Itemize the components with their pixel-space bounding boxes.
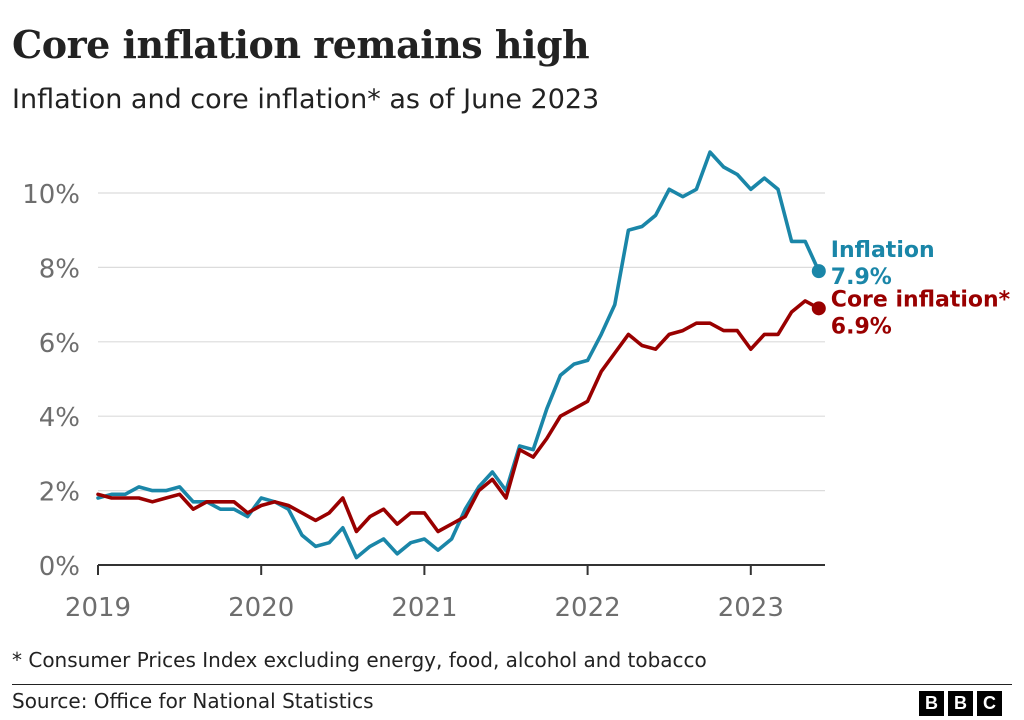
x-axis: 2019 2020 2021 2022 2023 — [65, 564, 825, 623]
y-tick-label: 2% — [39, 478, 80, 508]
footnote: * Consumer Prices Index excluding energy… — [12, 648, 707, 672]
series-lines — [96, 150, 826, 560]
x-tick-label: 2021 — [391, 593, 457, 623]
logo-letter-b1: B — [919, 691, 944, 716]
x-tick-label: 2019 — [65, 593, 131, 623]
series-name-label: Core inflation* — [831, 287, 1011, 312]
series-value-label: 7.9% — [831, 265, 892, 290]
y-tick-label: 6% — [39, 329, 80, 359]
y-axis-tick-labels: 0% 2% 4% 6% 8% 10% — [22, 180, 80, 582]
bbc-logo: B B C — [919, 691, 1002, 716]
source-note: Source: Office for National Statistics — [12, 689, 374, 713]
logo-letter-b2: B — [948, 691, 973, 716]
series-value-label: 6.9% — [831, 314, 892, 339]
chart-subtitle: Inflation and core inflation* as of June… — [12, 84, 600, 115]
y-tick-label: 0% — [39, 552, 80, 582]
series-line-inflation — [96, 150, 821, 560]
series-name-label: Inflation — [831, 238, 935, 263]
y-tick-label: 10% — [22, 180, 80, 210]
series-line-core-inflation — [96, 299, 821, 534]
line-chart: 0% 2% 4% 6% 8% 10% 2019 2020 2021 2022 2023 Infla… — [22, 150, 1011, 623]
x-tick-label: 2023 — [718, 593, 784, 623]
y-tick-label: 4% — [39, 403, 80, 433]
x-tick-label: 2020 — [228, 593, 294, 623]
gridlines — [98, 192, 825, 492]
logo-letter-c: C — [977, 691, 1002, 716]
series-end-dot — [811, 264, 826, 279]
footer-divider — [12, 684, 1012, 685]
series-end-dot — [811, 301, 826, 316]
x-tick-label: 2022 — [555, 593, 621, 623]
y-tick-label: 8% — [39, 254, 80, 284]
chart-title: Core inflation remains high — [12, 22, 590, 67]
